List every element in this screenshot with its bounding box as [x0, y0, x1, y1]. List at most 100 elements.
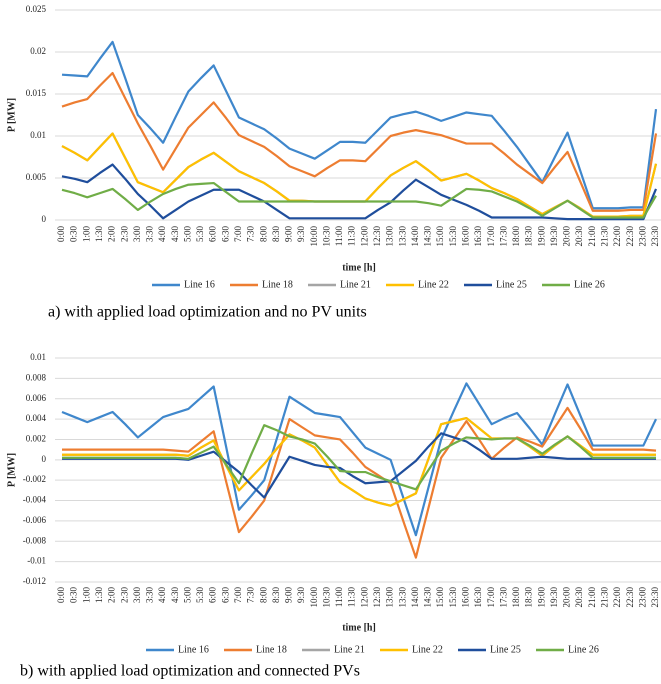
- x-tick-label: 5:00: [182, 226, 192, 243]
- x-tick-label: 12:00: [359, 587, 369, 608]
- x-tick-label: 17:30: [498, 226, 508, 247]
- series-line: [62, 432, 656, 499]
- y-tick-label: -0.008: [23, 535, 47, 545]
- legend-label: Line 26: [574, 279, 605, 290]
- x-tick-label: 22:30: [625, 226, 635, 247]
- x-tick-label: 21:00: [587, 226, 597, 247]
- x-tick-label: 15:30: [448, 226, 458, 247]
- series-line: [62, 406, 657, 559]
- x-tick-label: 8:30: [271, 587, 281, 604]
- x-axis-label: time [h]: [342, 622, 376, 633]
- x-tick-label: 16:00: [460, 587, 470, 608]
- x-tick-label: 21:30: [600, 226, 610, 247]
- x-tick-label: 14:00: [410, 587, 420, 608]
- x-tick-label: 5:00: [182, 587, 192, 604]
- series-line: [62, 416, 656, 507]
- legend-label: Line 26: [568, 644, 599, 655]
- x-tick-label: 1:00: [81, 226, 91, 243]
- x-tick-label: 23:00: [637, 587, 647, 608]
- y-tick-label: -0.012: [23, 576, 46, 586]
- x-tick-label: 4:30: [170, 226, 180, 243]
- x-tick-label: 16:30: [473, 587, 483, 608]
- y-tick-label: 0.006: [26, 393, 47, 403]
- y-tick-label: -0.01: [27, 556, 46, 566]
- legend-label: Line 25: [490, 644, 521, 655]
- x-tick-label: 5:30: [195, 587, 205, 604]
- x-tick-label: 14:30: [423, 226, 433, 247]
- x-tick-label: 4:30: [170, 587, 180, 604]
- x-tick-label: 0:00: [56, 587, 66, 604]
- y-tick-label: 0.005: [26, 172, 47, 182]
- x-tick-label: 19:30: [549, 587, 559, 608]
- x-tick-label: 12:30: [372, 587, 382, 608]
- x-tick-label: 18:30: [524, 587, 534, 608]
- x-tick-label: 3:00: [132, 226, 142, 243]
- x-tick-label: 8:30: [271, 226, 281, 243]
- y-tick-label: 0.015: [26, 88, 47, 98]
- y-tick-label: 0: [42, 454, 47, 464]
- x-tick-label: 20:00: [562, 226, 572, 247]
- x-tick-label: 23:30: [650, 587, 660, 608]
- legend-label: Line 21: [340, 279, 371, 290]
- legend-label: Line 21: [334, 644, 365, 655]
- x-tick-label: 9:00: [284, 587, 294, 604]
- y-tick-label: 0: [42, 214, 47, 224]
- x-tick-label: 4:00: [157, 587, 167, 604]
- y-axis-label: P [MW]: [6, 98, 17, 132]
- x-tick-label: 11:00: [334, 587, 344, 608]
- x-axis-label: time [h]: [342, 262, 376, 273]
- x-tick-label: 9:30: [296, 587, 306, 604]
- legend-label: Line 22: [418, 279, 449, 290]
- y-tick-label: 0.008: [26, 372, 47, 382]
- x-tick-label: 2:30: [119, 587, 129, 604]
- x-tick-label: 23:30: [650, 226, 660, 247]
- x-tick-label: 7:30: [246, 587, 256, 604]
- y-tick-label: 0.02: [30, 46, 46, 56]
- y-tick-label: -0.002: [23, 474, 46, 484]
- x-tick-label: 18:00: [511, 226, 521, 247]
- x-tick-label: 15:00: [435, 226, 445, 247]
- x-tick-label: 21:30: [600, 587, 610, 608]
- legend-label: Line 18: [256, 644, 287, 655]
- series-line: [61, 181, 657, 219]
- series-line: [62, 416, 656, 507]
- caption: b) with applied load optimization and co…: [20, 663, 360, 680]
- x-tick-label: 2:00: [107, 226, 117, 243]
- y-tick-label: 0.025: [26, 4, 47, 14]
- y-tick-label: -0.004: [23, 495, 47, 505]
- x-tick-label: 10:30: [321, 587, 331, 608]
- legend-label: Line 16: [184, 279, 215, 290]
- x-tick-label: 0:30: [69, 587, 79, 604]
- x-tick-label: 18:30: [524, 226, 534, 247]
- x-tick-label: 11:30: [347, 587, 357, 608]
- legend-label: Line 22: [412, 644, 443, 655]
- x-tick-label: 6:30: [220, 226, 230, 243]
- x-tick-label: 6:30: [220, 587, 230, 604]
- x-tick-label: 17:00: [486, 226, 496, 247]
- x-tick-label: 15:00: [435, 587, 445, 608]
- y-tick-label: 0.002: [26, 434, 46, 444]
- x-tick-label: 12:30: [372, 226, 382, 247]
- x-tick-label: 3:30: [145, 226, 155, 243]
- x-tick-label: 16:00: [460, 226, 470, 247]
- x-tick-label: 2:00: [107, 587, 117, 604]
- x-tick-label: 14:00: [410, 226, 420, 247]
- x-tick-label: 7:30: [246, 226, 256, 243]
- x-tick-label: 19:30: [549, 226, 559, 247]
- y-tick-label: -0.006: [23, 515, 47, 525]
- x-tick-label: 9:30: [296, 226, 306, 243]
- x-tick-label: 17:30: [498, 587, 508, 608]
- x-tick-label: 13:00: [385, 587, 395, 608]
- legend-label: Line 16: [178, 644, 209, 655]
- x-tick-label: 19:00: [536, 226, 546, 247]
- x-tick-label: 20:30: [574, 587, 584, 608]
- x-tick-label: 13:30: [397, 226, 407, 247]
- x-tick-label: 22:30: [625, 587, 635, 608]
- x-tick-label: 5:30: [195, 226, 205, 243]
- series-line: [62, 424, 656, 491]
- legend-label: Line 25: [496, 279, 527, 290]
- x-tick-label: 17:00: [486, 587, 496, 608]
- x-tick-label: 2:30: [119, 226, 129, 243]
- x-tick-label: 22:00: [612, 587, 622, 608]
